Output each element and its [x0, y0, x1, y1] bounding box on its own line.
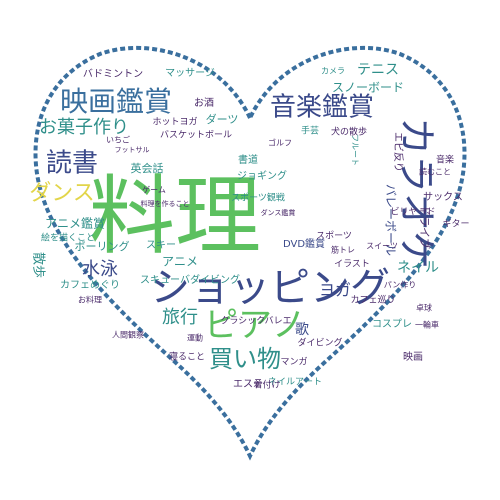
word-cloud-word: お酒 [194, 97, 214, 109]
word-cloud-word: ネイルアート [268, 377, 322, 388]
word-cloud-word: お菓子作り [39, 117, 129, 138]
word-cloud-word: テニス [357, 62, 399, 78]
word-cloud-word: フットサル [115, 146, 150, 154]
word-cloud-word: お料理 [78, 295, 102, 305]
word-cloud-word: 読むこと [419, 167, 451, 177]
word-cloud-word: ダンス鑑賞 [261, 208, 296, 217]
word-cloud-word: 寝ること [169, 351, 205, 363]
word-cloud-word: ジョギング [237, 169, 287, 182]
heart-outline [33, 45, 467, 461]
word-cloud-word: 書道 [238, 153, 258, 166]
word-cloud-word: ダーツ [206, 112, 239, 126]
word-cloud-word: スポーツ観戦 [231, 192, 285, 204]
word-cloud-word: カフェめぐり [60, 279, 120, 291]
word-cloud-word: スキューバダイビング [140, 273, 240, 286]
word-cloud-word: パン作り [384, 280, 416, 290]
word-cloud-word: ショッピング [150, 265, 390, 311]
word-cloud-word: エビ反り [392, 132, 404, 172]
word-cloud-word: 料理 [89, 166, 261, 266]
word-cloud-word: 犬の散歩 [331, 126, 367, 138]
word-cloud-word: DVD鑑賞 [283, 237, 325, 250]
word-cloud-word: 着付け [253, 379, 280, 391]
word-cloud-word: バスケットボール [160, 130, 232, 141]
word-cloud-word: ダイビング [297, 337, 342, 349]
word-cloud-word: 英会話 [131, 161, 164, 175]
word-cloud-word: 旅行 [162, 307, 198, 328]
word-cloud-word: 卓球 [416, 303, 432, 313]
word-cloud-word: エステ [233, 379, 263, 390]
word-cloud-word: ダンス [29, 181, 95, 206]
word-cloud-word: 映画 [403, 351, 423, 363]
word-cloud-word: アニメ [162, 255, 198, 269]
word-cloud-word: いちご [106, 135, 130, 145]
word-cloud-word: 料理を作ること [141, 199, 190, 208]
word-cloud-word: 運動 [187, 334, 203, 343]
word-cloud-word: 買い物 [209, 345, 281, 373]
word-cloud-word: イラスト [334, 259, 370, 270]
word-cloud-word: サックス [423, 191, 463, 203]
word-cloud-word: マッサージ [165, 67, 215, 79]
word-cloud-word: ドライブ [418, 205, 432, 249]
word-cloud-word: カフェ巡り [350, 295, 395, 306]
word-cloud-word: 音楽 [436, 154, 454, 166]
word-cloud-word: 筋トレ [331, 245, 355, 255]
word-cloud-word: スキー [146, 240, 176, 251]
word-cloud-word: 絵を描くこと [41, 232, 95, 244]
word-cloud-word: ゲーム [142, 185, 166, 195]
word-cloud-word: ホットヨガ [152, 117, 197, 128]
word-cloud-word: 一輪車 [415, 320, 439, 330]
word-cloud-word: 手芸 [301, 125, 319, 137]
word-cloud-word: ヨガ [319, 281, 351, 300]
word-cloud-word: ネイル [397, 260, 439, 276]
word-cloud-word: ビリヤード [390, 207, 435, 218]
word-cloud-word: ピアノ [204, 306, 306, 346]
word-cloud-word: バドミントン [83, 68, 143, 80]
word-cloud-word: スノーボード [332, 81, 404, 95]
word-cloud-word: 人間観察 [112, 330, 144, 340]
word-cloud-word: フルート [351, 134, 360, 166]
word-cloud-word: カラオケ [395, 117, 439, 269]
word-cloud-word: バレーボール [384, 184, 398, 256]
word-cloud-word: 歌 [295, 322, 309, 338]
word-cloud-word: 散歩 [31, 252, 46, 278]
word-cloud-word: コスプレ [372, 318, 412, 330]
word-cloud-word: 映画鑑賞 [60, 85, 172, 118]
word-cloud-word: 読書 [46, 149, 98, 179]
word-cloud-word: ゴルフ [268, 138, 292, 148]
word-cloud-word: 水泳 [82, 259, 118, 280]
word-cloud-word: 音楽鑑賞 [270, 93, 374, 123]
word-cloud-word: ギター [442, 219, 469, 230]
word-cloud-word: ボーリング [75, 239, 130, 253]
word-cloud-word: カメラ [321, 67, 345, 76]
word-cloud-word: マンガ [280, 357, 307, 368]
word-cloud-word: スポーツ [316, 231, 352, 242]
word-cloud-word: クラシックバレエ [220, 316, 291, 327]
word-cloud-word: アニメ鑑賞 [45, 216, 105, 231]
word-cloud-word: スイーツ [366, 242, 398, 251]
